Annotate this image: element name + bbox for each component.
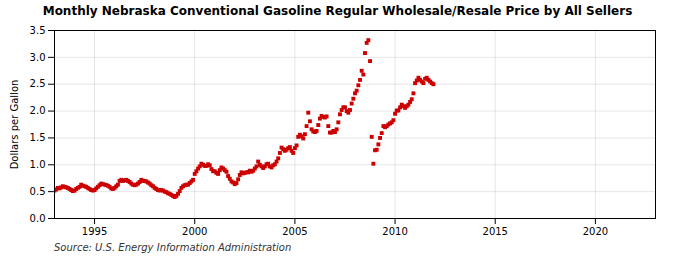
- svg-text:3.0: 3.0: [30, 52, 46, 63]
- svg-text:3.5: 3.5: [30, 25, 46, 36]
- svg-text:2.0: 2.0: [30, 105, 46, 116]
- svg-text:2015: 2015: [483, 226, 508, 237]
- svg-text:1995: 1995: [82, 226, 107, 237]
- svg-text:2000: 2000: [182, 226, 207, 237]
- svg-text:2.5: 2.5: [30, 78, 46, 89]
- svg-text:2005: 2005: [282, 226, 307, 237]
- svg-text:0.0: 0.0: [30, 213, 46, 224]
- svg-text:1.0: 1.0: [30, 159, 46, 170]
- svg-text:0.5: 0.5: [30, 186, 46, 197]
- html-text:Source: U.S. Energy Informatio: Source: U.S. Energy Information Administ…: [54, 242, 292, 253]
- svg-text:1.5: 1.5: [30, 132, 46, 143]
- html-text:Monthly Nebraska Conventional: Monthly Nebraska Conventional Gasoline R…: [42, 4, 633, 18]
- svg-text:2020: 2020: [583, 226, 608, 237]
- svg-text:2010: 2010: [382, 226, 407, 237]
- svg-text:Dollars per Gallon: Dollars per Gallon: [9, 80, 20, 170]
